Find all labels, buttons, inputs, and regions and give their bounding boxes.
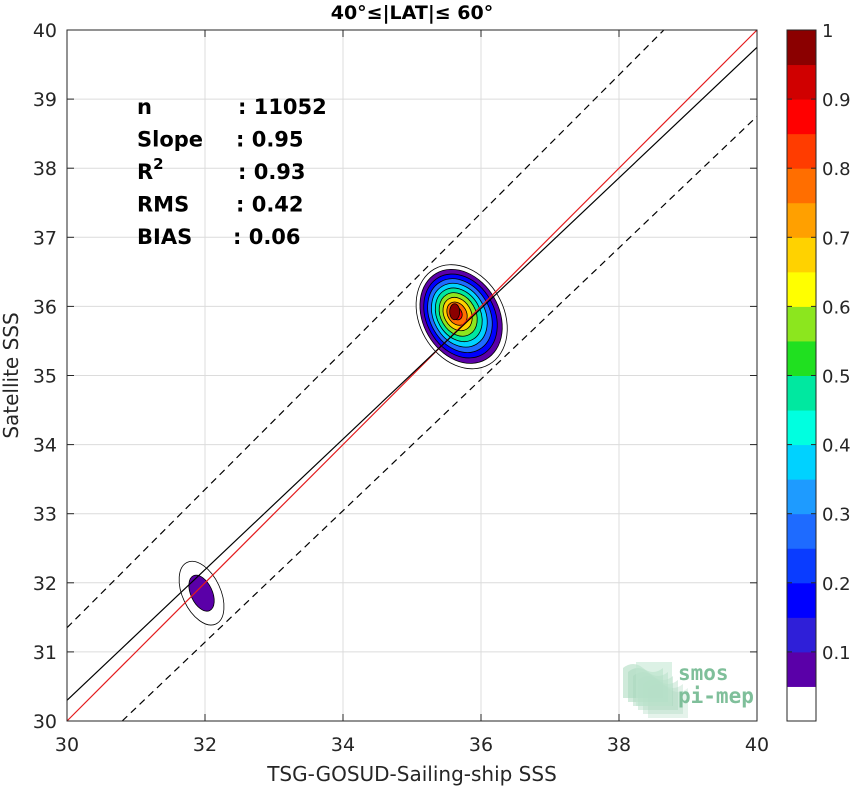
stat-label: n bbox=[137, 95, 152, 119]
x-axis-label: TSG-GOSUD-Sailing-ship SSS bbox=[266, 762, 557, 786]
colorbar-tick-label: 0.3 bbox=[822, 505, 851, 526]
stat-value: : 0.93 bbox=[238, 160, 306, 184]
colorbar-swatch bbox=[787, 651, 816, 687]
y-axis-label: Satellite SSS bbox=[0, 312, 23, 438]
x-tick-label: 32 bbox=[193, 734, 217, 756]
y-tick-label: 39 bbox=[33, 89, 57, 111]
colorbar-tick-label: 0.1 bbox=[822, 643, 851, 664]
lower-bound-line bbox=[121, 115, 758, 722]
y-tick-label: 35 bbox=[33, 366, 57, 388]
colorbar-tick-label: 0.6 bbox=[822, 297, 851, 318]
colorbar-swatch bbox=[787, 64, 816, 100]
y-tick-label: 37 bbox=[33, 227, 57, 249]
y-tick-label: 34 bbox=[33, 435, 57, 457]
contour-level bbox=[188, 574, 215, 612]
density-cluster bbox=[415, 264, 508, 370]
colorbar: 0.1 0.2 0.3 0.4 0.5 0.6 0.7 0.8 0.9 1 bbox=[786, 21, 851, 722]
x-tick-label: 40 bbox=[745, 734, 769, 756]
y-tick-label: 38 bbox=[33, 158, 57, 180]
colorbar-swatch bbox=[787, 582, 816, 618]
x-tick-label: 34 bbox=[331, 734, 355, 756]
colorbar-tick-label: 0.8 bbox=[822, 159, 851, 180]
colorbar-swatch bbox=[787, 444, 816, 480]
colorbar-swatch bbox=[787, 375, 816, 411]
y-tick-label: 36 bbox=[33, 296, 57, 318]
colorbar-tick-label: 0.2 bbox=[822, 574, 851, 595]
logo-mark bbox=[636, 662, 672, 706]
logo-line2: pi-mep bbox=[678, 684, 754, 708]
colorbar-swatch bbox=[787, 410, 816, 446]
colorbar-tick-label: 1 bbox=[822, 21, 833, 42]
identity-line bbox=[66, 29, 758, 722]
axes bbox=[66, 29, 758, 722]
y-tick-label: 31 bbox=[33, 642, 57, 664]
y-tick-label: 33 bbox=[33, 504, 57, 526]
colorbar-swatch bbox=[787, 306, 816, 342]
stat-value: : 11052 bbox=[238, 95, 327, 119]
colorbar-swatch bbox=[787, 30, 816, 66]
colorbar-swatch bbox=[787, 479, 816, 515]
stat-label: RMS bbox=[137, 193, 189, 217]
stat-value: : 0.95 bbox=[236, 128, 304, 152]
fit-lines bbox=[66, 29, 758, 722]
regression-line bbox=[66, 46, 758, 701]
y-tick-label: 32 bbox=[33, 573, 57, 595]
stat-value: : 0.42 bbox=[236, 193, 304, 217]
colorbar-tick-label: 0.9 bbox=[822, 90, 851, 111]
contour-peak bbox=[449, 303, 461, 321]
y-tick-label: 40 bbox=[33, 20, 57, 42]
stat-superscript: 2 bbox=[153, 155, 163, 173]
stat-label: Slope bbox=[137, 128, 203, 152]
colorbar-tick-label: 0.7 bbox=[822, 228, 851, 249]
stat-label: BIAS bbox=[137, 225, 192, 249]
colorbar-swatch bbox=[787, 168, 816, 204]
colorbar-swatch bbox=[787, 548, 816, 584]
logo-line1: smos bbox=[678, 661, 729, 685]
colorbar-swatch bbox=[787, 340, 816, 376]
colorbar-swatch bbox=[787, 133, 816, 169]
x-tick-label: 38 bbox=[607, 734, 631, 756]
colorbar-swatch bbox=[787, 617, 816, 653]
colorbar-tick-label: 0.4 bbox=[822, 436, 851, 457]
colorbar-swatch bbox=[787, 202, 816, 238]
chart-title: 40°≤|LAT|≤ 60° bbox=[331, 2, 494, 24]
stat-value: : 0.06 bbox=[233, 225, 301, 249]
colorbar-swatch bbox=[787, 271, 816, 307]
colorbar-swatch bbox=[787, 237, 816, 273]
colorbar-swatch bbox=[787, 99, 816, 135]
tick-labels: 30 32 34 36 38 40 30 31 32 33 34 35 36 37 38 39 40 bbox=[33, 20, 769, 756]
x-tick-label: 30 bbox=[55, 734, 79, 756]
colorbar-swatch bbox=[787, 686, 816, 722]
density-contours bbox=[178, 264, 508, 626]
density-cluster bbox=[178, 560, 225, 626]
upper-bound-line bbox=[66, 29, 665, 629]
x-tick-label: 36 bbox=[469, 734, 493, 756]
y-tick-label: 30 bbox=[33, 711, 57, 733]
colorbar-swatch bbox=[787, 513, 816, 549]
colorbar-tick-label: 0.5 bbox=[822, 367, 851, 388]
